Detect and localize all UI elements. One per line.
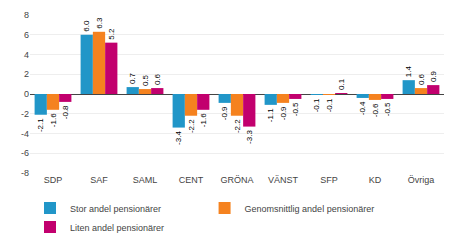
svg-text:GRÖNA: GRÖNA	[220, 175, 253, 185]
svg-text:-0.5: -0.5	[383, 102, 392, 116]
svg-text:-1.6: -1.6	[199, 113, 208, 127]
svg-text:-0.6: -0.6	[371, 103, 380, 117]
svg-text:Övriga: Övriga	[408, 175, 435, 185]
svg-text:-3.4: -3.4	[174, 131, 183, 145]
svg-text:-2.2: -2.2	[233, 119, 242, 133]
svg-text:0.6: 0.6	[153, 73, 162, 85]
svg-text:6.3: 6.3	[95, 17, 104, 29]
svg-text:-0.1: -0.1	[312, 98, 321, 112]
svg-text:KD: KD	[369, 175, 382, 185]
svg-text:-3.3: -3.3	[245, 130, 254, 144]
svg-text:Genomsnittlig andel pensionäre: Genomsnittlig andel pensionärer	[245, 204, 375, 214]
svg-text:SAF: SAF	[90, 175, 108, 185]
svg-text:-0.5: -0.5	[291, 102, 300, 116]
svg-text:5.2: 5.2	[107, 28, 116, 40]
svg-text:-2: -2	[21, 109, 29, 119]
svg-text:-6: -6	[21, 148, 29, 158]
svg-text:Stor andel pensionärer: Stor andel pensionärer	[70, 204, 161, 214]
svg-text:2: 2	[24, 69, 29, 79]
svg-text:SDP: SDP	[44, 175, 63, 185]
svg-text:0.9: 0.9	[429, 70, 438, 82]
svg-text:-0.9: -0.9	[279, 106, 288, 120]
svg-text:-2.2: -2.2	[187, 119, 196, 133]
svg-text:0: 0	[24, 89, 29, 99]
svg-text:8: 8	[24, 10, 29, 20]
svg-text:0.5: 0.5	[141, 74, 150, 86]
svg-text:1.4: 1.4	[404, 66, 413, 78]
svg-text:SFP: SFP	[320, 175, 338, 185]
svg-text:-0.4: -0.4	[358, 101, 367, 115]
svg-text:-0.8: -0.8	[61, 105, 70, 119]
svg-text:-2.1: -2.1	[36, 118, 45, 132]
svg-text:0.7: 0.7	[128, 72, 137, 84]
svg-text:0.6: 0.6	[417, 73, 426, 85]
svg-text:Liten andel pensionärer: Liten andel pensionärer	[70, 223, 164, 233]
svg-text:0.1: 0.1	[337, 78, 346, 90]
svg-text:CENT: CENT	[179, 175, 204, 185]
svg-text:SAML: SAML	[133, 175, 158, 185]
svg-text:6.0: 6.0	[82, 20, 91, 32]
svg-text:-4: -4	[21, 129, 29, 139]
svg-text:-1.6: -1.6	[49, 113, 58, 127]
svg-text:-1.1: -1.1	[266, 108, 275, 122]
svg-text:-0.9: -0.9	[220, 106, 229, 120]
svg-text:-0.1: -0.1	[325, 98, 334, 112]
svg-text:VÄNST: VÄNST	[268, 175, 299, 185]
svg-text:-8: -8	[21, 168, 29, 178]
svg-text:4: 4	[24, 50, 29, 60]
svg-text:6: 6	[24, 30, 29, 40]
